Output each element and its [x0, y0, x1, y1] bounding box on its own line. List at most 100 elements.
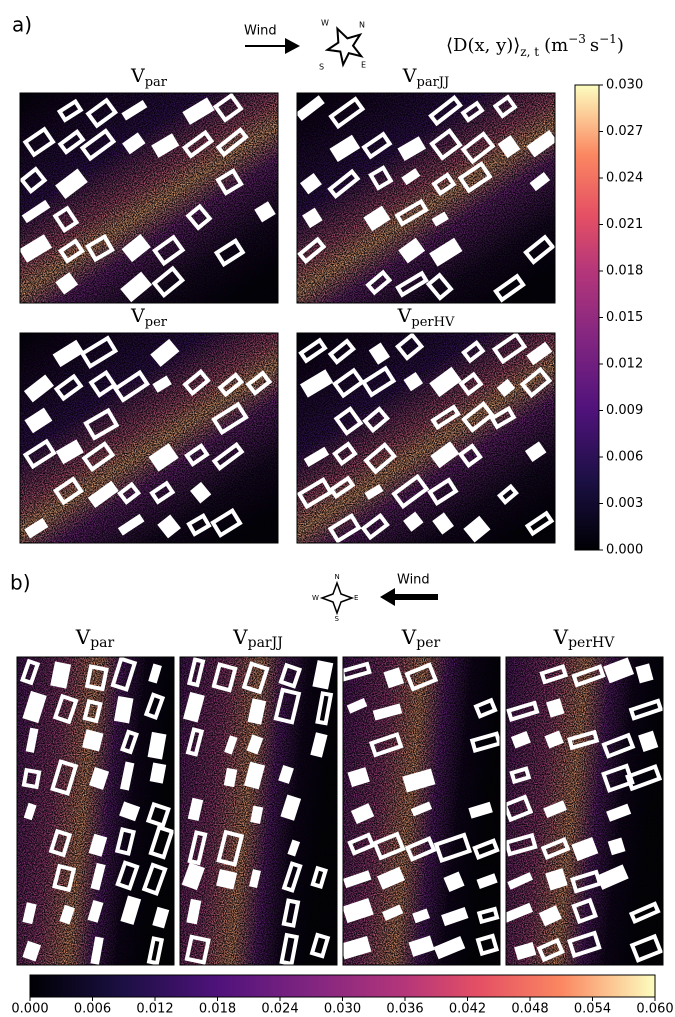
label-unit-m: (m [544, 35, 568, 56]
building [476, 873, 498, 889]
building [119, 801, 141, 822]
building [143, 692, 166, 720]
building [571, 836, 599, 862]
map-frame [342, 656, 501, 966]
building [223, 767, 238, 788]
building [441, 906, 469, 927]
map-body [297, 93, 555, 303]
building [427, 477, 459, 506]
map [342, 656, 501, 966]
building [492, 94, 518, 119]
map-body [180, 657, 337, 965]
building [57, 128, 86, 155]
building [476, 906, 500, 925]
building [182, 97, 215, 125]
label-unit-s: s [590, 35, 599, 56]
building [510, 731, 531, 749]
label-exp-s: −1 [599, 32, 617, 46]
building [297, 236, 327, 265]
map-body [506, 657, 663, 965]
building [113, 695, 134, 724]
building [22, 438, 57, 470]
building [536, 937, 565, 963]
building [368, 731, 404, 758]
tick-label: 0.024 [606, 171, 643, 186]
building [432, 512, 454, 535]
building [302, 207, 323, 229]
map-title: Vpar [130, 65, 168, 90]
building [241, 661, 270, 695]
building [184, 934, 211, 965]
map-frame [19, 92, 279, 304]
building [429, 366, 462, 398]
compass-n: N [359, 21, 365, 30]
building [433, 832, 473, 864]
tick-label: 0.021 [606, 217, 643, 232]
building [87, 899, 104, 923]
building [628, 901, 661, 924]
title-sub: parJJ [248, 635, 283, 651]
building [496, 483, 519, 505]
building [120, 895, 142, 925]
building [22, 690, 47, 724]
building [110, 657, 138, 692]
building [523, 234, 555, 265]
building [529, 171, 551, 192]
building [88, 833, 108, 857]
tick-label: 0.027 [606, 124, 643, 139]
building [429, 237, 463, 267]
building [404, 835, 437, 862]
building [57, 238, 85, 264]
building [249, 869, 261, 889]
map [16, 656, 175, 966]
building [90, 862, 106, 891]
building [431, 172, 457, 197]
tick-label: 0.012 [606, 357, 643, 372]
building [21, 199, 51, 224]
building [215, 168, 244, 196]
building [24, 407, 53, 434]
building [309, 932, 331, 959]
map-title: Vper [401, 625, 441, 652]
building [332, 367, 365, 399]
building [526, 341, 553, 366]
building [408, 935, 435, 957]
building [53, 373, 84, 402]
tick-label: 0.030 [606, 78, 643, 93]
label-exp-m: −3 [568, 32, 586, 46]
map [296, 332, 556, 544]
building [211, 441, 245, 471]
building [119, 729, 139, 755]
building [509, 766, 532, 785]
building [151, 133, 180, 158]
building [147, 731, 167, 760]
building [496, 378, 516, 398]
building [401, 168, 421, 186]
building [23, 374, 54, 403]
building [463, 515, 491, 543]
tick-label: 0.003 [606, 496, 643, 511]
compass: N E S W [319, 19, 366, 72]
building [567, 930, 602, 959]
building [216, 829, 245, 867]
building [56, 98, 84, 123]
building [22, 940, 42, 962]
building [567, 729, 600, 751]
building [90, 936, 104, 965]
building [506, 832, 538, 857]
building [157, 514, 181, 539]
building [83, 407, 120, 441]
map-title: VperHV [553, 625, 616, 652]
building [468, 801, 493, 819]
building [22, 902, 37, 925]
building [457, 443, 483, 469]
building [524, 441, 547, 462]
building [329, 134, 361, 162]
building [245, 370, 273, 396]
map-concentration [20, 93, 278, 303]
building [146, 936, 165, 965]
wind-label: Wind [397, 573, 430, 588]
building [457, 161, 493, 194]
building [493, 273, 526, 303]
tick-label: 0.054 [574, 1002, 611, 1017]
